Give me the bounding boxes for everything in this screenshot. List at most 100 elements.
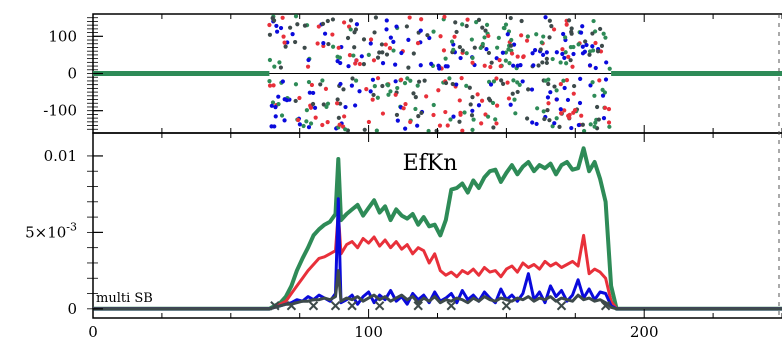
scatter-point [513,111,518,116]
scatter-point [436,88,441,93]
scatter-point [371,58,377,63]
scatter-point [313,115,318,120]
scatter-point [547,118,552,123]
scatter-point [342,20,347,25]
scatter-point [403,126,408,131]
scatter-point [460,48,465,53]
scatter-point [438,34,443,39]
scatter-point [373,15,379,20]
bottom-panel-frame [92,132,782,319]
scatter-point [495,103,500,108]
scatter-point [452,34,457,39]
scatter-point [561,31,566,37]
scatter-point [406,65,411,70]
scatter-point [491,79,497,84]
scatter-point [281,34,286,39]
scatter-point [425,33,430,38]
scatter-point [551,27,557,32]
scatter-point [554,116,559,121]
series-marker-x [413,301,423,311]
scatter-point [599,43,605,49]
scatter-point [375,55,381,60]
scatter-point [451,114,456,119]
bottom-y-tick-label: 0 [67,300,77,318]
scatter-point [520,79,525,84]
scatter-point [415,123,420,128]
scatter-point [282,118,287,123]
scatter-point [597,78,602,83]
scatter-point [498,64,503,69]
series-marker-x [556,301,567,311]
scatter-point [510,91,515,96]
scatter-point [391,39,396,45]
scatter-point [587,49,593,54]
scatter-point [470,108,475,113]
scatter-point [558,60,563,65]
series-marker-x [270,301,280,311]
scatter-point [407,15,412,20]
scatter-point [479,121,484,126]
scatter-point [489,60,494,65]
scatter-point [567,112,572,117]
scatter-point [460,22,465,27]
bottom-x-tick-label: 0 [88,323,98,341]
scatter-point [591,18,596,24]
scatter-point [406,37,411,42]
scatter-point [536,63,541,68]
scatter-point [279,113,285,118]
scatter-point [280,79,285,84]
scatter-point [457,98,462,103]
scatter-point [511,63,516,68]
scatter-point [459,76,464,81]
scatter-point [401,106,406,111]
scatter-point [318,82,323,87]
scatter-point [324,104,329,109]
scatter-point [501,81,506,86]
scatter-point [475,92,480,97]
scatter-point [587,52,592,57]
series-line-blue [93,197,782,311]
scatter-point [295,22,300,27]
scatter-point [457,119,462,124]
scatter-point [490,100,496,106]
scatter-point [558,82,563,87]
scatter-point [336,45,341,50]
scatter-point [269,103,274,108]
scatter-point [515,89,520,95]
scatter-point [547,18,552,23]
scatter-point [357,61,362,67]
scatter-point [592,93,597,98]
scatter-point [532,48,538,53]
scatter-point [517,82,522,87]
scatter-point [500,50,505,55]
scatter-point [320,21,326,26]
scatter-point [419,17,424,22]
scatter-point [447,76,452,81]
scatter-point [503,22,509,27]
scatter-point [598,49,604,54]
scatter-point [558,111,564,116]
scatter-point [267,22,272,28]
scatter-point [587,63,593,68]
scatter-point [364,87,369,92]
scatter-point [304,119,309,124]
scatter-point [334,101,340,106]
scatter-point [529,87,535,92]
scatter-point [548,90,553,95]
scatter-point [283,44,288,49]
scatter-point [569,26,574,31]
scatter-point [564,78,570,83]
scatter-point [337,122,342,127]
scatter-point [308,121,314,126]
scatter-point [569,31,574,36]
scatter-point [348,18,354,23]
scatter-point [368,89,373,94]
scatter-point [546,81,551,87]
scatter-point [590,80,595,85]
scatter-point [484,22,490,27]
scatter-point [330,17,336,22]
scatter-point [482,35,487,40]
scatter-point [561,78,566,83]
series-marker-x [347,301,357,311]
